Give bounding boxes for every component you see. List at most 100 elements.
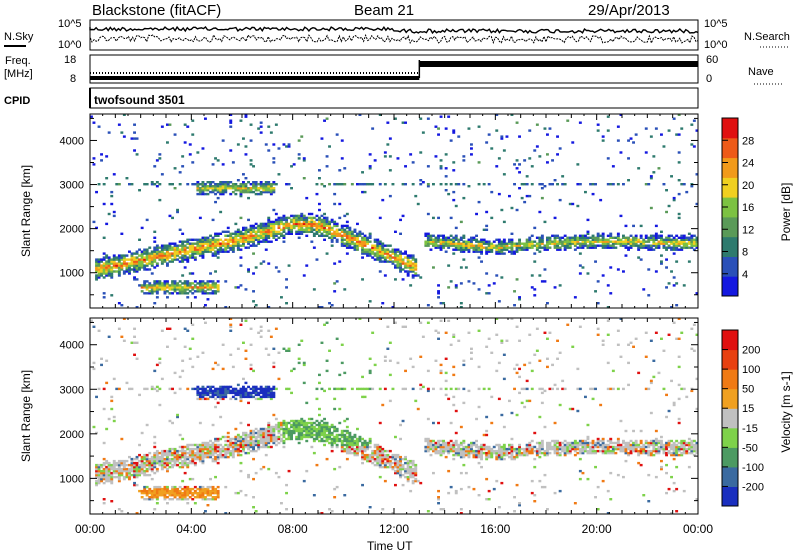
velocity-cell [495, 444, 498, 446]
power-cell [153, 247, 156, 249]
power-cell [389, 169, 392, 171]
power-cell [379, 270, 382, 272]
power-cell [224, 243, 227, 245]
power-cell [424, 241, 427, 243]
power-cell [331, 227, 334, 229]
velocity-cell [100, 464, 103, 466]
power-cell [518, 171, 521, 173]
power-cell [369, 165, 372, 167]
velocity-cell [138, 460, 141, 462]
power-cell [217, 249, 220, 251]
velocity-cell [234, 436, 237, 438]
velocity-cell [156, 502, 159, 504]
power-cell [518, 163, 521, 165]
power-cell [303, 274, 306, 276]
power-cell [356, 233, 359, 235]
power-cell [275, 183, 278, 185]
velocity-cell [270, 388, 273, 390]
velocity-cell [156, 468, 159, 470]
velocity-cell [93, 362, 96, 364]
velocity-cell [278, 436, 281, 438]
power-cell [176, 209, 179, 211]
velocity-cell [184, 328, 187, 330]
velocity-cell [250, 430, 253, 432]
velocity-cell [356, 388, 359, 390]
power-cell [186, 247, 189, 249]
power-cell [460, 221, 463, 223]
power-cell [212, 280, 215, 282]
power-cell [675, 304, 678, 306]
power-cell [422, 181, 425, 183]
velocity-cell [252, 396, 255, 398]
power-cell [652, 235, 655, 237]
velocity-cell [174, 392, 177, 394]
velocity-cell [518, 502, 521, 504]
velocity-cell [364, 440, 367, 442]
velocity-cell [526, 380, 529, 382]
power-cell [404, 183, 407, 185]
power-cell [98, 258, 101, 260]
power-cell [181, 274, 184, 276]
power-cell [468, 280, 471, 282]
velocity-cell [450, 444, 453, 446]
velocity-cell [457, 340, 460, 342]
power-cell [303, 229, 306, 231]
noise-panel: N.Sky 10^5 10^0 10^5 10^0 N.Search [4, 18, 790, 51]
velocity-cell [255, 428, 258, 430]
power-cell [189, 153, 192, 155]
velocity-cell [214, 456, 217, 458]
power-cell [652, 171, 655, 173]
power-cell [313, 221, 316, 223]
velocity-cell [240, 436, 243, 438]
power-cell [668, 245, 671, 247]
power-cell [300, 213, 303, 215]
velocity-cell [186, 452, 189, 454]
power-cell [323, 120, 326, 122]
power-cell [673, 237, 676, 239]
power-cell [511, 239, 514, 241]
power-cell [209, 292, 212, 294]
power-cell [609, 233, 612, 235]
velocity-cell [146, 474, 149, 476]
velocity-cell [207, 386, 210, 388]
power-cell [647, 294, 650, 296]
power-cell [204, 183, 207, 185]
velocity-cell [381, 448, 384, 450]
velocity-cell [126, 382, 129, 384]
power-cell [232, 183, 235, 185]
power-cell [283, 215, 286, 217]
power-cell [336, 223, 339, 225]
power-cell [146, 249, 149, 251]
power-cell [318, 177, 321, 179]
power-cell [488, 284, 491, 286]
power-cell [214, 201, 217, 203]
power-cell [237, 185, 240, 187]
power-cell [663, 145, 666, 147]
power-cell [597, 129, 600, 131]
velocity-cell [409, 490, 412, 492]
velocity-cell [379, 448, 382, 450]
power-cell [219, 211, 222, 213]
power-cell [609, 245, 612, 247]
velocity-cell [120, 438, 123, 440]
power-cell [402, 278, 405, 280]
power-cell [617, 268, 620, 270]
velocity-cell [478, 388, 481, 390]
power-cell [229, 126, 232, 128]
power-cell [460, 237, 463, 239]
velocity-cell [174, 372, 177, 374]
power-cell [440, 239, 443, 241]
power-cell [336, 280, 339, 282]
velocity-cell [450, 448, 453, 450]
power-cell [612, 165, 615, 167]
power-cell [224, 235, 227, 237]
power-cell [326, 165, 329, 167]
power-cell [151, 284, 154, 286]
power-cell [148, 252, 151, 254]
power-cell [546, 133, 549, 135]
velocity-cell [359, 446, 362, 448]
power-cell [237, 229, 240, 231]
power-cell [437, 133, 440, 135]
velocity-cell [343, 420, 346, 422]
power-cell [252, 252, 255, 254]
